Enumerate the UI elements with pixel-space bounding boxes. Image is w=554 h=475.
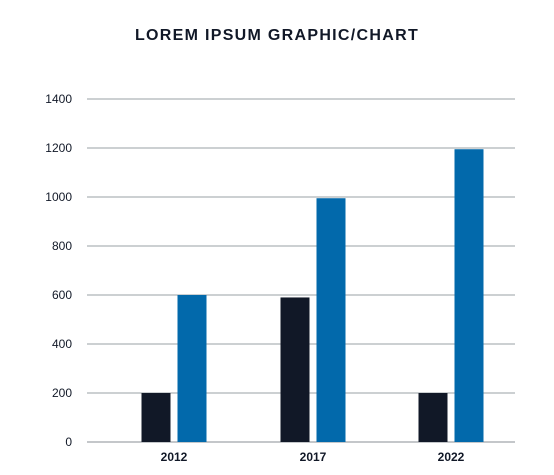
y-tick-label: 1400 (45, 92, 72, 106)
y-tick-label: 400 (52, 337, 72, 351)
bar-2012-series-1 (141, 393, 171, 442)
y-tick-label: 200 (52, 386, 72, 400)
bar-2022-series-1 (418, 393, 448, 442)
x-tick-label: 2022 (438, 450, 465, 464)
y-tick-label: 0 (65, 435, 72, 449)
bar-2022-series-2 (454, 149, 484, 442)
y-tick-label: 600 (52, 288, 72, 302)
bar-2017-series-2 (316, 198, 346, 442)
x-tick-label: 2017 (300, 450, 327, 464)
y-tick-label: 800 (52, 239, 72, 253)
x-tick-label: 2012 (161, 450, 188, 464)
y-tick-label: 1000 (45, 190, 72, 204)
chart-title: LOREM IPSUM GRAPHIC/CHART (134, 27, 420, 44)
bars (141, 149, 484, 442)
bar-2012-series-2 (177, 295, 207, 442)
axis-labels: 0 200 400 600 800 1000 1200 1400 2012 2017 2022 (45, 92, 464, 464)
bar-2017-series-1 (280, 297, 310, 442)
y-tick-label: 1200 (45, 141, 72, 155)
